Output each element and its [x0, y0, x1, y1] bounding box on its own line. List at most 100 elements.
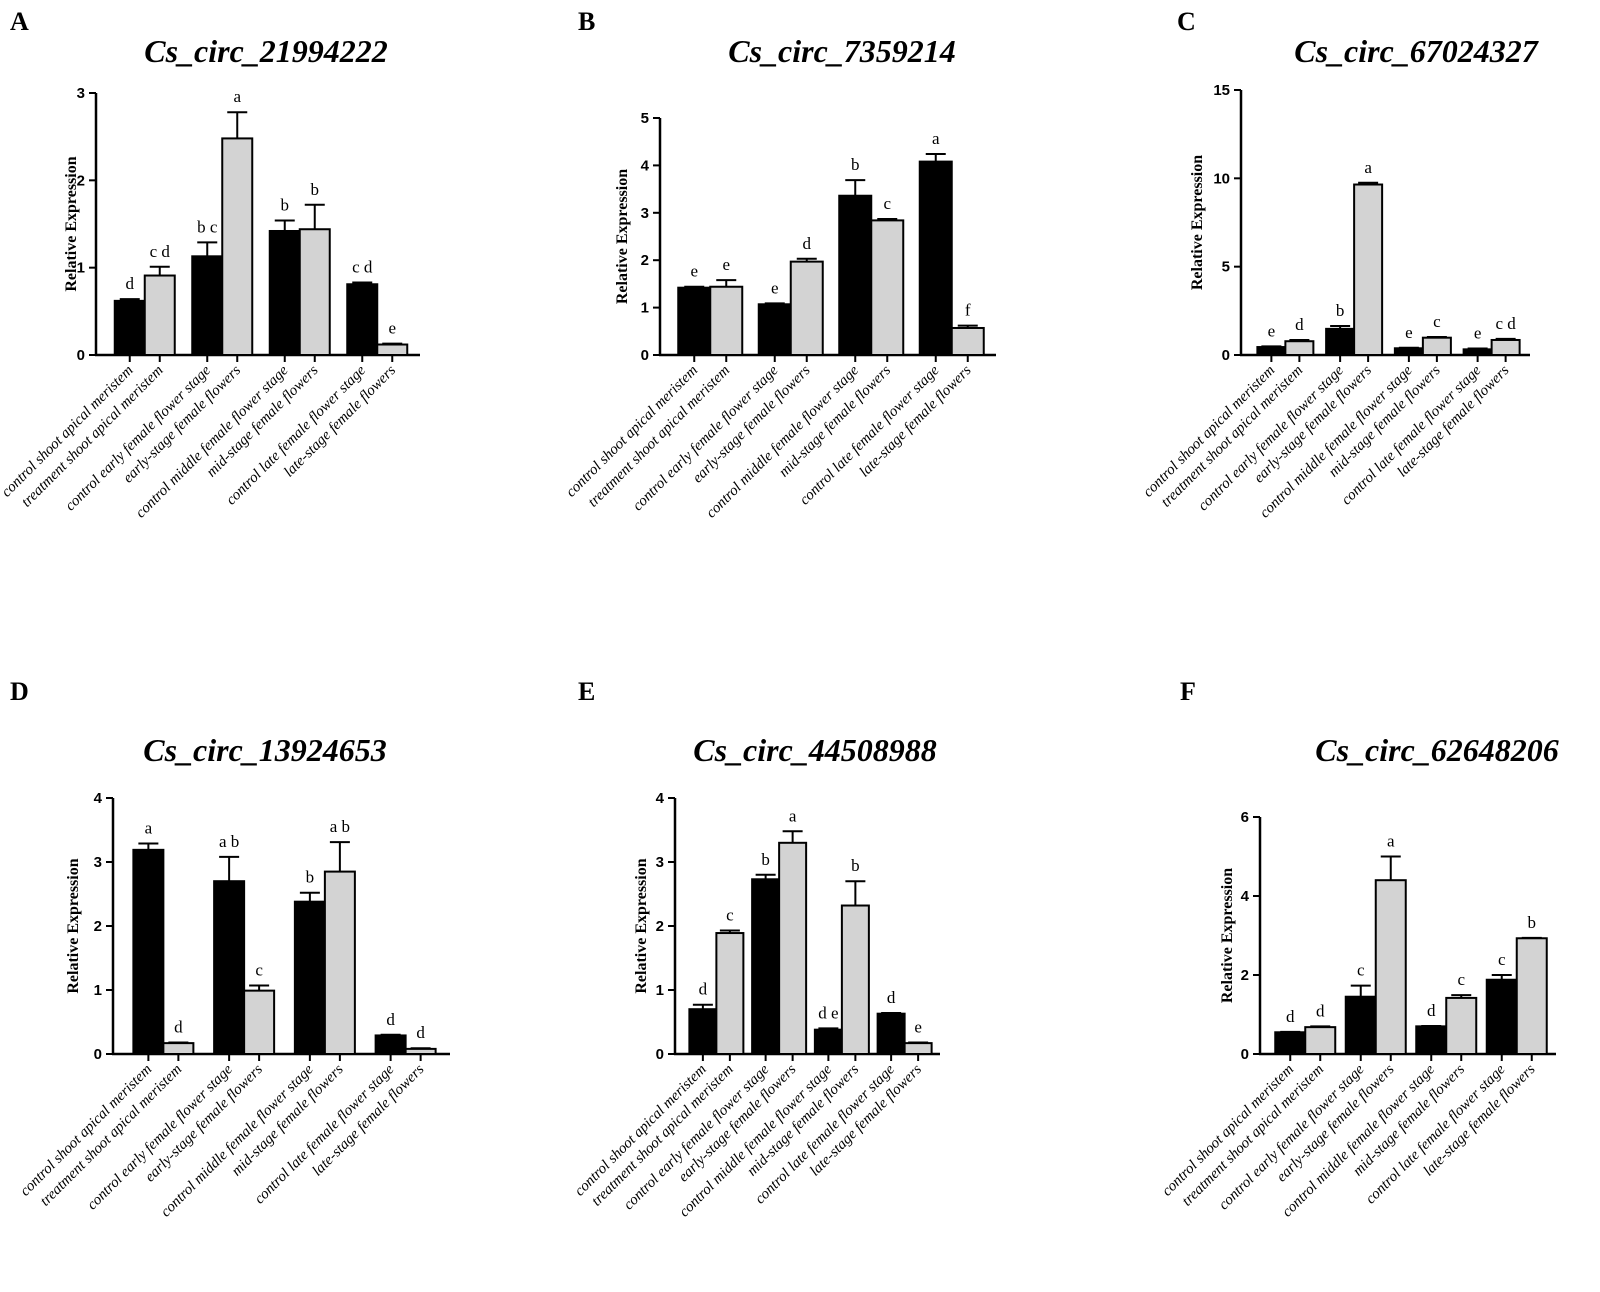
bar: [298, 228, 331, 357]
bar: [715, 932, 745, 1055]
significance-label: b: [306, 868, 315, 887]
bar: [323, 870, 356, 1055]
y-tick-label: 0: [1241, 1046, 1249, 1063]
y-axis-label: Relative Expression: [1189, 155, 1206, 290]
chart-title: Cs_circ_13924653: [143, 732, 387, 768]
y-tick-label: 1: [641, 300, 649, 317]
significance-label: e: [1474, 323, 1482, 342]
x-tick-label: control shoot apical meristem: [17, 1061, 155, 1199]
bar: [903, 1042, 933, 1055]
x-tick-label: late-stage female flowers: [1394, 362, 1512, 480]
bar: [1274, 1031, 1307, 1056]
significance-label: b: [851, 856, 860, 875]
significance-label: d: [803, 234, 812, 253]
bar: [1445, 996, 1478, 1055]
y-tick-label: 0: [94, 1046, 102, 1063]
bar: [709, 285, 744, 356]
bar: [870, 219, 905, 356]
bar: [1256, 346, 1287, 356]
y-tick-label: 5: [1222, 259, 1230, 276]
panel-letter: D: [10, 677, 29, 706]
bar: [778, 841, 808, 1055]
y-tick-label: 4: [656, 790, 665, 807]
chart-panel-e: E Cs_circ_44508988 Relative Expression 0 1 2 3…: [572, 677, 940, 1220]
significance-label: c: [1433, 312, 1441, 331]
bar: [1304, 1026, 1337, 1056]
bar: [1393, 347, 1424, 356]
significance-label: e: [914, 1017, 922, 1036]
y-tick-label: 0: [656, 1046, 664, 1063]
significance-label: c: [883, 194, 891, 213]
x-tick-label: control shoot apical meristem: [563, 362, 701, 500]
bar: [876, 1012, 906, 1055]
bar: [1490, 338, 1521, 357]
panel-letter: F: [1180, 677, 1196, 706]
bar: [293, 900, 326, 1055]
significance-label: a: [145, 818, 153, 837]
significance-label: a: [233, 87, 241, 106]
significance-label: b: [281, 196, 290, 215]
bar: [1421, 336, 1452, 357]
y-tick-label: 1: [77, 260, 85, 277]
y-tick-label: 6: [1241, 809, 1249, 826]
bar: [1374, 879, 1407, 1056]
bar: [838, 194, 873, 356]
significance-label: e: [1405, 323, 1413, 342]
bar: [688, 1008, 718, 1056]
y-tick-label: 2: [77, 172, 85, 189]
bar: [376, 343, 409, 356]
significance-label: c: [1357, 961, 1365, 980]
significance-label: a b: [219, 832, 239, 851]
significance-label: b: [851, 155, 860, 174]
significance-label: d: [887, 988, 896, 1007]
panel-letter: B: [578, 7, 595, 36]
significance-label: d: [699, 980, 708, 999]
bar: [113, 299, 146, 356]
significance-label: d: [174, 1017, 183, 1036]
y-tick-label: 1: [94, 982, 102, 999]
significance-label: c d: [352, 258, 373, 277]
chart-panel-a: A Cs_circ_21994222 Relative Expression 0 1 2 3…: [0, 7, 420, 521]
chart-title: Cs_circ_62648206: [1315, 732, 1559, 768]
significance-label: f: [965, 301, 971, 320]
significance-label: d e: [818, 1003, 838, 1022]
bar: [757, 303, 792, 357]
significance-label: b: [1336, 301, 1345, 320]
y-axis-label: Relative Expression: [65, 858, 82, 993]
y-tick-label: 3: [641, 205, 649, 222]
y-tick-label: 0: [641, 347, 649, 364]
bar: [143, 274, 176, 357]
bar: [221, 137, 254, 356]
chart-panel-f: F Cs_circ_62648206 Relative Expression 0 2 4 6…: [1159, 677, 1559, 1220]
bar: [346, 283, 379, 357]
bar: [840, 904, 870, 1056]
significance-label: e: [1268, 321, 1276, 340]
bar: [813, 1028, 843, 1056]
bar: [1485, 978, 1518, 1055]
significance-label: d: [416, 1023, 425, 1042]
bar: [1284, 340, 1315, 357]
y-tick-label: 10: [1213, 170, 1230, 187]
y-tick-label: 0: [77, 347, 85, 364]
y-tick-label: 15: [1213, 82, 1230, 99]
panel-letter: C: [1177, 7, 1196, 36]
significance-label: a b: [330, 817, 350, 836]
bar: [751, 878, 781, 1056]
bar: [162, 1042, 195, 1055]
chart-title: Cs_circ_44508988: [693, 732, 937, 768]
significance-label: c d: [150, 242, 171, 261]
bar: [1344, 995, 1377, 1055]
bar: [268, 229, 301, 356]
bar: [132, 848, 165, 1056]
panel-letter: A: [10, 7, 29, 36]
chart-panel-b: B Cs_circ_7359214 Relative Expression 0 1 2 3 4…: [563, 7, 996, 521]
bar: [677, 286, 712, 356]
y-tick-label: 0: [1222, 347, 1230, 364]
significance-label: c: [726, 905, 734, 924]
y-axis-label: Relative Expression: [633, 858, 650, 993]
significance-label: c: [1457, 970, 1465, 989]
chart-title: Cs_circ_21994222: [144, 33, 388, 69]
y-tick-label: 5: [641, 110, 649, 127]
bar: [1325, 327, 1356, 356]
y-tick-label: 2: [656, 918, 664, 935]
